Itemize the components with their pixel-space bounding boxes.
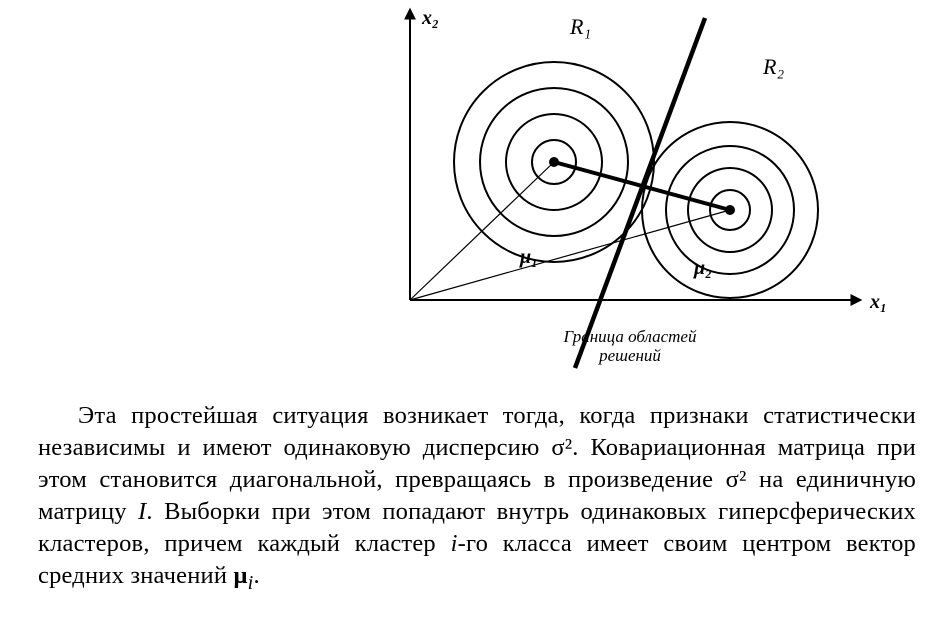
diagram-figure: x₁x₂R₁μ₁R₂μ₂Граница областейрешений xyxy=(0,0,949,395)
cluster2-mu-label: μ₂ xyxy=(693,257,712,279)
decision-boundary-caption-2: решений xyxy=(598,346,661,365)
cluster2-region-label: R₂ xyxy=(762,54,784,79)
diagram-svg: x₁x₂R₁μ₁R₂μ₂Граница областейрешений xyxy=(0,0,949,395)
origin-vector-1 xyxy=(410,210,730,300)
y-axis-label: x₂ xyxy=(421,7,439,29)
body-text: Эта простейшая ситуация возникает тогда,… xyxy=(38,400,916,597)
paragraph: Эта простейшая ситуация возникает тогда,… xyxy=(38,400,916,597)
decision-boundary-caption-1: Граница областей xyxy=(563,327,697,346)
cluster1-region-label: R₁ xyxy=(569,14,591,39)
x-axis-label: x₁ xyxy=(869,291,887,313)
